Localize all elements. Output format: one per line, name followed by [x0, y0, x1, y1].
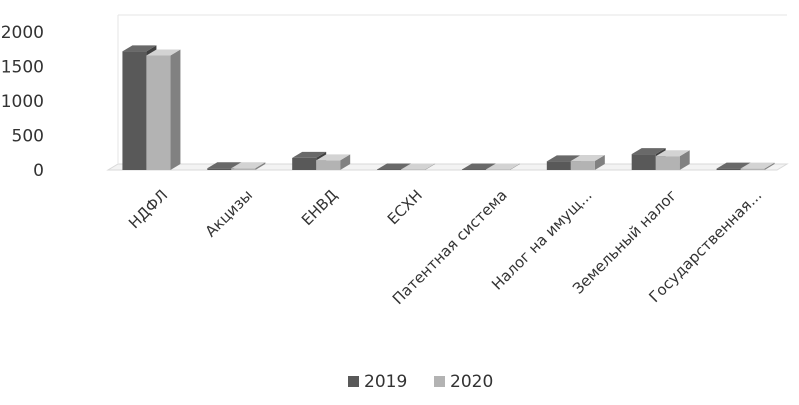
bar-side-2020-8: [764, 162, 775, 170]
bar-2020-3: [316, 160, 341, 170]
bar-2019-1: [122, 51, 147, 170]
bar-side-2020-7: [679, 150, 690, 170]
legend-swatch-2020: [434, 376, 445, 387]
bar-top-2020-6: [570, 155, 605, 162]
bar-2019-8: [716, 168, 741, 170]
bar-side-2020-6: [594, 155, 605, 170]
bar-side-2020-2: [255, 162, 266, 170]
bar-top-2019-5: [461, 163, 496, 170]
bar-2019-7: [631, 154, 656, 170]
bar-2019-3: [292, 157, 317, 170]
bar-2019-4: [377, 169, 402, 170]
bar-top-2019-8: [716, 162, 751, 169]
x-tick-label: Акцизы: [202, 186, 257, 241]
bar-2019-5: [461, 169, 486, 170]
legend-swatch-2019: [348, 376, 359, 387]
bar-2020-8: [740, 168, 765, 170]
bar-side-2020-5: [509, 163, 520, 170]
bar-2020-7: [655, 156, 680, 170]
legend-label-2020: 2020: [450, 372, 493, 392]
bar-side-2020-3: [340, 154, 351, 170]
bar-2019-6: [546, 161, 571, 170]
bar-top-2020-7: [655, 150, 690, 157]
y-tick-label: 500: [12, 127, 44, 147]
y-tick-label: 0: [33, 161, 44, 181]
bar-top-2019-7: [631, 148, 666, 155]
bar-side-2020-1: [170, 49, 181, 170]
bar-top-2019-3: [292, 151, 327, 158]
bar-top-2019-6: [546, 155, 581, 162]
y-tick-label: 1000: [1, 92, 44, 112]
bar-2020-5: [485, 169, 510, 170]
bar-2020-4: [401, 169, 426, 170]
bar-top-2019-4: [377, 163, 412, 170]
bar-2020-2: [231, 168, 256, 170]
y-tick-label: 2000: [1, 23, 44, 43]
bar-top-2020-3: [316, 154, 351, 161]
bar-top-2019-2: [207, 162, 242, 169]
y-tick-label: 1500: [1, 58, 44, 78]
bar-top-2020-5: [485, 163, 520, 170]
x-tick-label: ЕСХН: [384, 186, 426, 228]
x-tick-label: ЕНВД: [298, 186, 341, 229]
bar-side-2020-4: [425, 163, 436, 170]
bar-top-2020-2: [231, 162, 266, 169]
bar-2020-6: [570, 161, 595, 170]
legend-label-2019: 2019: [364, 372, 407, 392]
x-tick-label: НДФЛ: [125, 186, 171, 232]
bar-2020-1: [146, 55, 171, 170]
bar-top-2020-4: [401, 163, 436, 170]
bar-top-2019-1: [122, 45, 157, 52]
bar-top-2020-8: [740, 162, 775, 169]
bar-top-2020-1: [146, 49, 181, 56]
bar-2019-2: [207, 168, 232, 170]
